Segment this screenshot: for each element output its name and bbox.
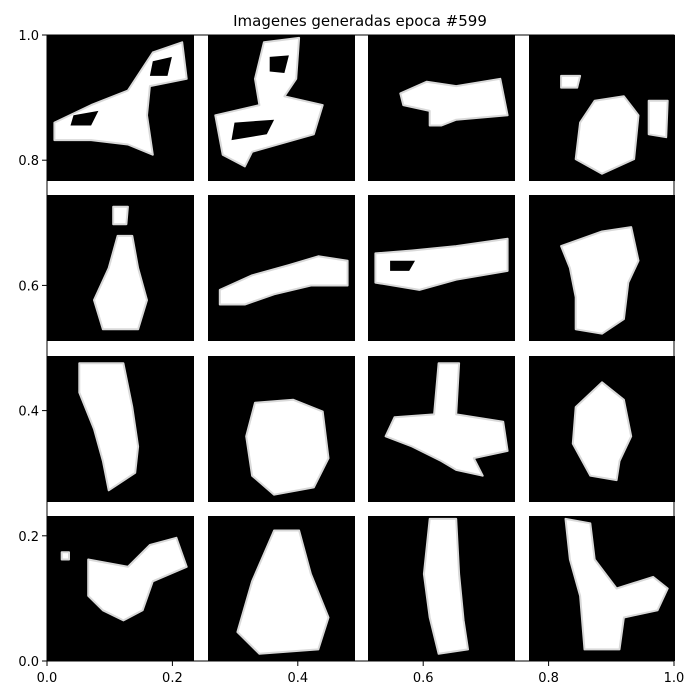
image-panel: [208, 356, 355, 502]
x-tick-label: 1.0: [664, 671, 685, 686]
generated-digit-blob: [560, 74, 582, 89]
generated-digit-blob: [560, 226, 640, 335]
image-panel: [529, 516, 675, 661]
x-tick-label: 0.4: [287, 671, 308, 686]
image-panel: [368, 356, 515, 502]
y-axis: 0.0 0.2 0.4 0.6 0.8 1.0: [18, 29, 47, 670]
axes-frame: [46, 34, 675, 662]
generated-digit-blob: [70, 110, 99, 126]
y-tick-label: 1.0: [18, 29, 39, 44]
image-panel: [208, 516, 355, 661]
y-tick-label: 0.0: [18, 655, 39, 670]
generated-digit-blob: [390, 260, 415, 271]
image-panel: [208, 35, 355, 181]
generated-digit-blob: [384, 362, 509, 477]
image-panel: [529, 356, 675, 502]
generated-digit-blob: [422, 517, 469, 655]
y-tick-label: 0.6: [18, 279, 39, 294]
image-panel: [47, 35, 194, 181]
x-tick-label: 0.6: [413, 671, 434, 686]
generated-digit-blob: [574, 95, 640, 175]
generated-digit-blob: [647, 99, 669, 139]
generated-digit-blob: [399, 77, 509, 127]
plot-frame: [46, 34, 675, 662]
x-tick-label: 0.2: [162, 671, 183, 686]
image-panel: [368, 516, 515, 661]
image-panel: [368, 195, 515, 341]
x-tick-label: 0.8: [538, 671, 559, 686]
generated-digit-blob: [218, 255, 349, 306]
image-panel: [368, 35, 515, 181]
generated-digit-blob: [245, 398, 330, 496]
x-axis: 0.0 0.2 0.4 0.6 0.8 1.0: [37, 661, 685, 686]
image-panel: [47, 356, 194, 502]
image-panel: [529, 195, 675, 341]
generated-digit-blob: [374, 237, 509, 291]
y-tick-label: 0.4: [18, 405, 39, 420]
generated-digit-blob: [60, 551, 70, 561]
generated-digit-blob: [78, 362, 140, 492]
y-tick-label: 0.8: [18, 154, 39, 169]
image-panel: [529, 35, 675, 181]
y-tick-label: 0.2: [18, 530, 39, 545]
generated-digit-blob: [236, 529, 330, 655]
x-tick-label: 0.0: [37, 671, 58, 686]
generated-digit-blob: [93, 234, 148, 331]
generated-digit-blob: [269, 55, 289, 73]
generated-digit-blob: [149, 56, 172, 76]
chart-title: Imagenes generadas epoca #599: [233, 12, 487, 30]
generated-digit-blob: [564, 517, 669, 651]
generated-digit-blob: [87, 536, 188, 622]
image-panel: [47, 195, 194, 341]
image-tiles: [47, 35, 675, 661]
generated-digit-blob: [571, 381, 633, 482]
generated-digit-blob: [231, 119, 275, 141]
generated-digit-blob: [112, 205, 129, 226]
image-panel: [208, 195, 355, 341]
image-panel: [47, 516, 194, 661]
